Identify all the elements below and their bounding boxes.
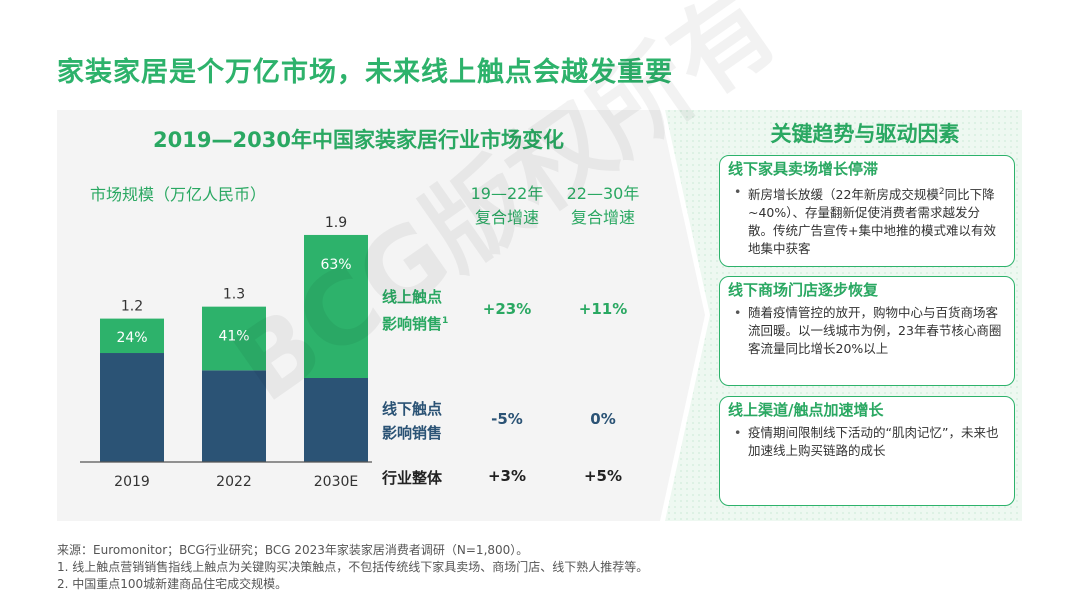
footer-notes: 来源：Euromonitor；BCG行业研究；BCG 2023年家装家居消费者调… (57, 542, 648, 593)
card-heading: 线下家具卖场增长停滞 (728, 160, 879, 178)
rate-header-line: 19—22年 (470, 184, 544, 203)
trend-card-offline-furniture: 线下家具卖场增长停滞 • 新房增长放缓（22年新房成交规模2同比下降~40%）、… (719, 155, 1015, 267)
card-heading: 线上渠道/触点加速增长 (728, 401, 884, 419)
bullet-icon: • (734, 305, 742, 320)
rate-header-line: 复合增速 (474, 208, 539, 227)
chart-panel-chevron (655, 110, 705, 521)
online-share-label: 63% (320, 257, 351, 273)
row-label-offline: 线下触点 影响销售 (382, 397, 464, 445)
card-text: 新房增长放缓（22年新房成交规模 (748, 187, 939, 203)
bar-offline-2030E (304, 377, 368, 462)
x-tick-label: 2030E (314, 474, 358, 490)
row-label-overall: 行业整体 (382, 469, 443, 487)
rate-overall-22-30: +5% (583, 467, 623, 485)
trend-card-offline-malls: 线下商场门店逐步恢复 • 随着疫情管控的放开，购物中心与百货商场客流回暖。以一线… (719, 276, 1015, 386)
row-label-line: 线上触点 (382, 288, 443, 306)
card-body: • 随着疫情管控的放开，购物中心与百货商场客流回暖。以一线城市为例，23年春节核… (728, 304, 1004, 358)
card-body: • 新房增长放缓（22年新房成交规模2同比下降~40%）、存量翻新促使消费者需求… (728, 183, 1004, 258)
rate-offline-22-30: 0% (590, 410, 616, 428)
rate-header-line: 22—30年 (566, 184, 640, 203)
row-label-line: 影响销售1 (382, 309, 464, 336)
card-text: 疫情期间限制线下活动的“肌肉记忆”，未来也加速线上购买链路的成长 (748, 425, 999, 458)
bar-online-2019 (100, 318, 164, 354)
page-title: 家装家居是个万亿市场，未来线上触点会越发重要 (57, 57, 673, 88)
footer-note-1: 1. 线上触点营销销售指线上触点为关键购买决策触点，不包括传统线下家具卖场、商场… (57, 560, 649, 574)
x-tick-label: 2022 (216, 474, 252, 490)
footer-source: 来源：Euromonitor；BCG行业研究；BCG 2023年家装家居消费者调… (57, 543, 529, 557)
rate-offline-19-22: -5% (491, 410, 523, 428)
rate-header-22-30: 22—30年 复合增速 (553, 182, 653, 230)
chart-title: 2019—2030年中国家装家居行业市场变化 (153, 128, 564, 152)
x-tick-label: 2019 (114, 474, 150, 490)
row-label-line-text: 影响销售 (382, 315, 443, 333)
right-panel-title: 关键趋势与驱动因素 (770, 122, 960, 146)
footer-note-2: 2. 中国重点100城新建商品住宅成交规模。 (57, 577, 288, 591)
bar-offline-2019 (100, 353, 164, 462)
row-label-online: 线上触点 影响销售1 (382, 285, 464, 336)
footnote-marker: 1 (442, 316, 449, 326)
footnote-marker: 2 (938, 187, 945, 197)
total-value-label: 1.3 (223, 287, 245, 303)
bullet-icon: • (734, 425, 742, 440)
card-text: 随着疫情管控的放开，购物中心与百货商场客流回暖。以一线城市为例，23年春节核心商… (748, 305, 1002, 356)
online-share-label: 24% (116, 330, 147, 346)
trend-card-online-growth: 线上渠道/触点加速增长 • 疫情期间限制线下活动的“肌肉记忆”，未来也加速线上购… (719, 396, 1015, 506)
bar-online-2022 (202, 306, 266, 371)
rate-overall-19-22: +3% (487, 467, 527, 485)
rate-online-22-30: +11% (578, 300, 628, 318)
bar-online-2030E (304, 234, 368, 378)
rate-online-19-22: +23% (482, 300, 532, 318)
card-body: • 疫情期间限制线下活动的“肌肉记忆”，未来也加速线上购买链路的成长 (728, 424, 1004, 460)
bar-offline-2022 (202, 370, 266, 462)
card-text: 同比下降~40%）、存量翻新促使消费者需求越发分散。传统广告宣传+集中地推的模式… (748, 187, 996, 257)
y-axis-label: 市场规模（万亿人民币） (90, 185, 267, 204)
total-value-label: 1.2 (121, 299, 143, 315)
row-label-line: 线下触点 (382, 400, 443, 418)
rate-header-line: 复合增速 (570, 208, 635, 227)
card-heading: 线下商场门店逐步恢复 (728, 281, 879, 299)
row-label-line: 影响销售 (382, 424, 443, 442)
bullet-icon: • (734, 184, 742, 199)
rate-header-19-22: 19—22年 复合增速 (457, 182, 557, 230)
total-value-label: 1.9 (325, 215, 347, 231)
online-share-label: 41% (218, 329, 249, 345)
